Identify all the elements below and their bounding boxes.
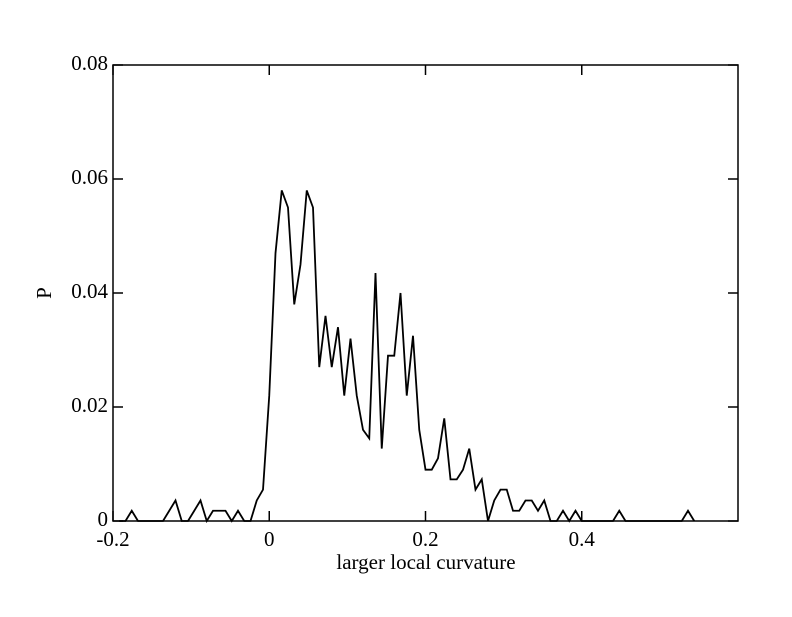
y-tick-label: 0.06 [71, 165, 108, 189]
x-tick-label: 0.2 [412, 527, 438, 551]
y-tick-label: 0.08 [71, 51, 108, 75]
x-tick-label: 0 [264, 527, 275, 551]
y-tick-label: 0.04 [71, 279, 108, 303]
y-tick-label: 0.02 [71, 393, 108, 417]
plot-frame [112, 64, 739, 522]
y-tick-label: 0 [98, 507, 109, 531]
x-tick-label: -0.2 [96, 527, 129, 551]
data-line [119, 190, 696, 524]
y-axis-label: P [32, 287, 56, 299]
x-axis-label: larger local curvature [336, 550, 515, 574]
x-tick-label: 0.4 [569, 527, 596, 551]
